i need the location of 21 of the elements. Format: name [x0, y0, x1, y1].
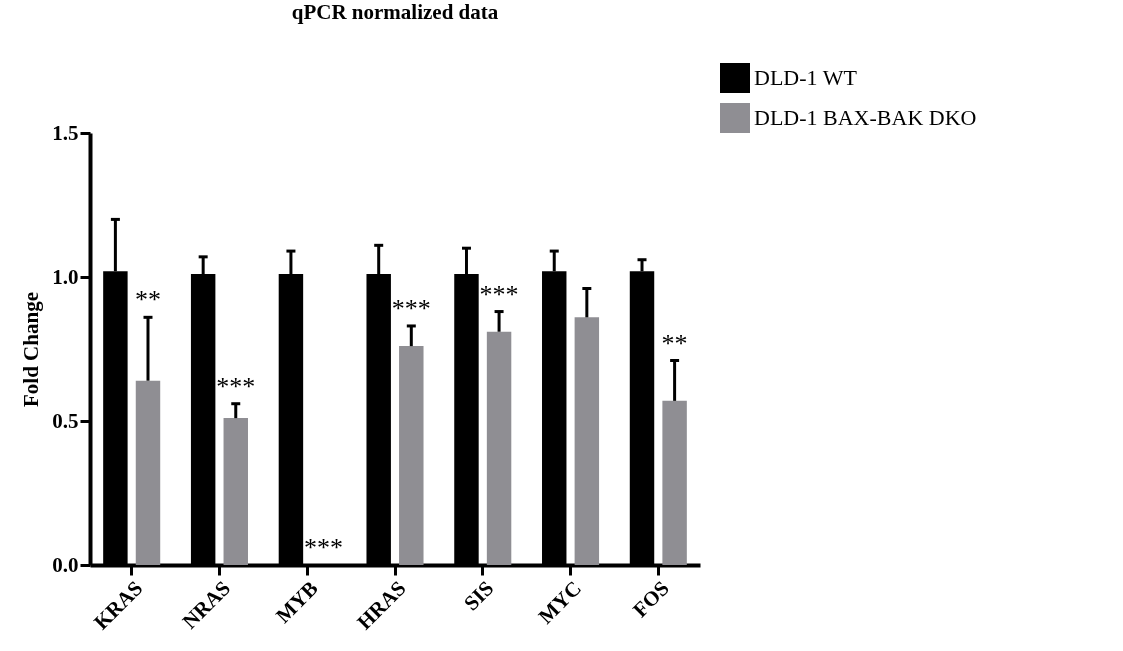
- bar: [574, 317, 600, 565]
- annotation: ***: [391, 293, 431, 323]
- bar: [135, 380, 161, 565]
- annotation: ***: [216, 371, 256, 401]
- annotation: ***: [479, 279, 519, 309]
- annotation: ***: [304, 533, 344, 562]
- legend-label: DLD-1 WT: [754, 65, 858, 90]
- annotation: **: [661, 328, 688, 358]
- annotation: **: [134, 285, 161, 315]
- chart-title: qPCR normalized data: [291, 0, 499, 24]
- y-tick-label: 0.0: [52, 552, 79, 577]
- bar: [223, 418, 248, 565]
- y-tick-label: 1.0: [52, 264, 79, 289]
- bar: [486, 331, 512, 565]
- y-tick-label: 0.5: [52, 408, 79, 433]
- bar: [399, 346, 424, 565]
- y-axis-title: Fold Change: [19, 292, 44, 407]
- y-tick-label: 1.5: [52, 120, 79, 145]
- bar: [662, 400, 687, 565]
- legend-label: DLD-1 BAX-BAK DKO: [754, 105, 977, 130]
- x-tick-label: SIS: [459, 576, 499, 616]
